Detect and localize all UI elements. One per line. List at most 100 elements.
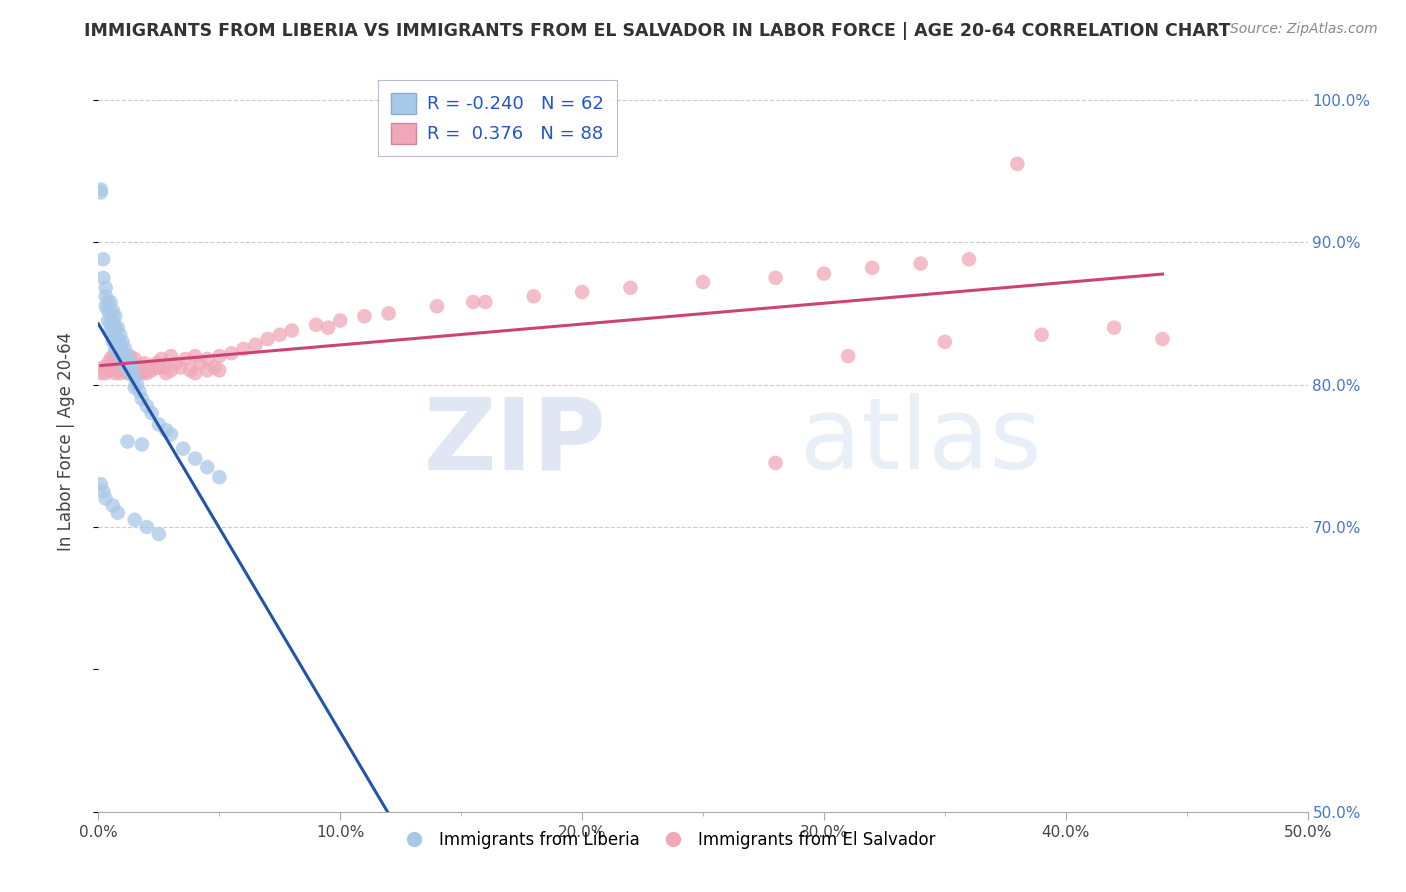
Point: [108, 349, 131, 363]
Point: [135, 363, 157, 377]
Point: [117, 434, 139, 449]
Point: [101, 324, 124, 338]
Point: [426, 299, 449, 313]
Point: [101, 313, 124, 327]
Point: [97, 313, 120, 327]
Point: [90, 186, 112, 200]
Point: [160, 427, 183, 442]
Point: [1031, 327, 1053, 342]
Point: [108, 366, 131, 380]
Point: [172, 442, 194, 456]
Point: [195, 363, 218, 377]
Point: [1007, 157, 1029, 171]
Point: [148, 527, 170, 541]
Point: [184, 451, 207, 466]
Point: [90, 182, 112, 196]
Point: [1152, 332, 1174, 346]
Point: [104, 310, 127, 324]
Point: [148, 360, 170, 375]
Point: [97, 303, 120, 318]
Point: [104, 366, 127, 380]
Point: [131, 392, 153, 406]
Point: [256, 332, 278, 346]
Point: [765, 456, 787, 470]
Point: [179, 363, 201, 377]
Point: [121, 366, 143, 380]
Y-axis label: In Labor Force | Age 20-64: In Labor Force | Age 20-64: [56, 332, 75, 551]
Point: [111, 363, 134, 377]
Point: [117, 351, 139, 366]
Point: [208, 470, 231, 484]
Point: [117, 349, 139, 363]
Point: [114, 349, 136, 363]
Point: [100, 351, 122, 366]
Point: [94, 299, 117, 313]
Point: [117, 360, 139, 375]
Point: [97, 356, 120, 370]
Point: [184, 349, 207, 363]
Point: [121, 363, 143, 377]
Point: [463, 295, 485, 310]
Point: [353, 310, 375, 324]
Point: [124, 363, 146, 377]
Point: [523, 289, 546, 303]
Point: [813, 267, 835, 281]
Point: [97, 295, 120, 310]
Point: [329, 313, 352, 327]
Point: [114, 351, 136, 366]
Point: [91, 252, 114, 267]
Point: [100, 306, 122, 320]
Point: [957, 252, 980, 267]
Point: [90, 366, 112, 380]
Point: [910, 256, 932, 270]
Point: [91, 270, 114, 285]
Point: [195, 351, 218, 366]
Point: [114, 360, 136, 375]
Point: [108, 356, 131, 370]
Point: [101, 360, 124, 375]
Point: [131, 437, 153, 451]
Point: [160, 349, 183, 363]
Point: [165, 356, 187, 370]
Point: [148, 417, 170, 432]
Point: [155, 423, 177, 437]
Point: [128, 360, 150, 375]
Point: [100, 324, 122, 338]
Point: [108, 327, 131, 342]
Point: [104, 351, 127, 366]
Point: [141, 363, 163, 377]
Point: [94, 289, 117, 303]
Point: [245, 337, 267, 351]
Point: [152, 360, 174, 375]
Legend: Immigrants from Liberia, Immigrants from El Salvador: Immigrants from Liberia, Immigrants from…: [391, 824, 942, 855]
Point: [107, 363, 129, 377]
Point: [474, 295, 496, 310]
Point: [91, 360, 114, 375]
Point: [118, 366, 141, 380]
Point: [184, 366, 207, 380]
Point: [169, 360, 191, 375]
Text: Source: ZipAtlas.com: Source: ZipAtlas.com: [1230, 22, 1378, 37]
Point: [111, 356, 134, 370]
Point: [1102, 320, 1125, 334]
Point: [94, 491, 117, 506]
Point: [377, 306, 399, 320]
Point: [174, 351, 197, 366]
Point: [107, 351, 129, 366]
Point: [94, 281, 117, 295]
Point: [131, 366, 153, 380]
Point: [104, 332, 127, 346]
Point: [101, 499, 124, 513]
Point: [195, 460, 218, 475]
Point: [118, 356, 141, 370]
Point: [135, 366, 157, 380]
Point: [100, 317, 122, 331]
Point: [141, 406, 163, 420]
Point: [128, 384, 150, 399]
Text: ZIP: ZIP: [423, 393, 606, 490]
Point: [188, 356, 211, 370]
Point: [101, 349, 124, 363]
Point: [91, 484, 114, 499]
Point: [138, 360, 160, 375]
Point: [134, 356, 156, 370]
